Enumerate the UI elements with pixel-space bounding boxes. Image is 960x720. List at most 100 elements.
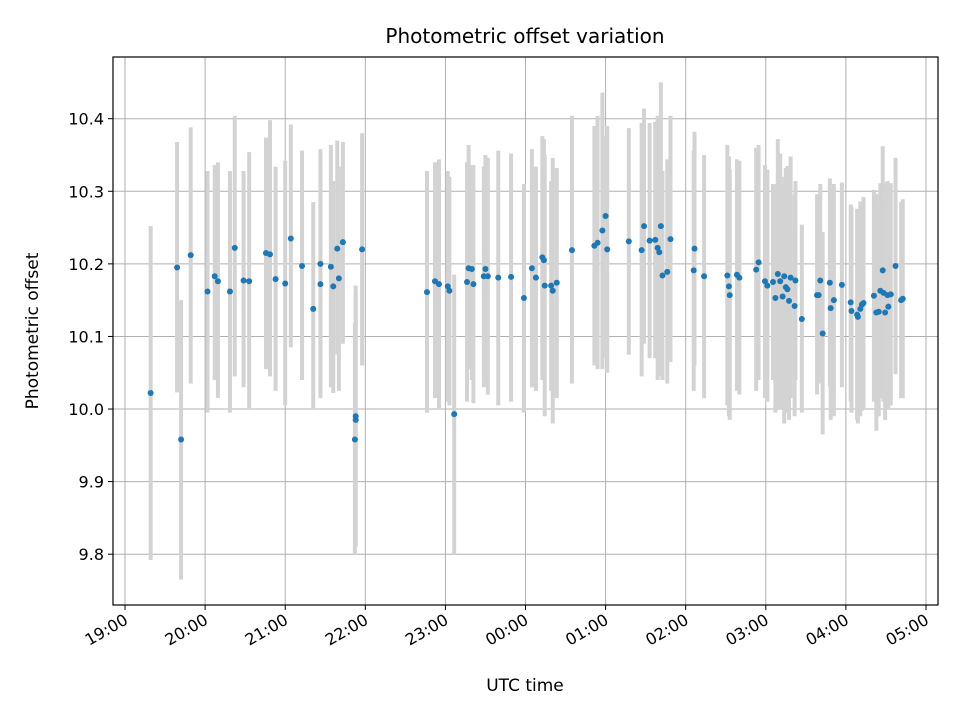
- data-point: [652, 236, 659, 243]
- data-point: [540, 257, 547, 264]
- data-point: [798, 316, 805, 323]
- data-point: [594, 239, 601, 246]
- data-point: [885, 303, 892, 310]
- data-point: [770, 279, 776, 286]
- data-point: [892, 263, 899, 270]
- data-point: [211, 273, 218, 280]
- data-point: [266, 251, 273, 258]
- data-point: [495, 274, 502, 281]
- data-point: [819, 330, 826, 337]
- y-tick-label: 10.1: [68, 327, 104, 346]
- data-point: [520, 294, 527, 301]
- y-tick-label: 10.2: [68, 255, 104, 274]
- data-point: [736, 274, 743, 281]
- data-point: [882, 309, 889, 316]
- data-point: [784, 286, 791, 293]
- data-point: [667, 236, 674, 243]
- data-point: [464, 279, 471, 286]
- data-point: [568, 247, 575, 254]
- y-tick-label: 9.9: [79, 473, 104, 492]
- data-point: [690, 267, 697, 274]
- y-tick-label: 10.3: [68, 182, 104, 201]
- data-point: [468, 265, 475, 272]
- data-point: [827, 305, 834, 312]
- data-point: [899, 295, 906, 302]
- data-point: [174, 264, 181, 271]
- data-point: [602, 212, 609, 219]
- data-point: [787, 274, 794, 281]
- data-point: [701, 273, 708, 280]
- data-point: [664, 268, 671, 275]
- data-point: [599, 227, 606, 234]
- data-point: [178, 436, 185, 443]
- data-point: [847, 299, 854, 306]
- y-axis: 9.8 9.9 10.0 10.1 10.2 10.3 10.4: [68, 110, 113, 564]
- data-point: [879, 267, 886, 274]
- data-point: [299, 263, 306, 270]
- data-point: [774, 271, 781, 278]
- data-point: [659, 272, 666, 279]
- y-tick-label: 9.8: [79, 545, 104, 564]
- data-point: [604, 246, 611, 253]
- data-point: [339, 239, 346, 246]
- data-point: [226, 288, 233, 295]
- data-point: [646, 237, 653, 244]
- data-point: [335, 275, 342, 282]
- data-point: [830, 297, 837, 304]
- data-point: [317, 260, 324, 267]
- data-point: [753, 266, 760, 273]
- chart-title: Photometric offset variation: [385, 24, 664, 48]
- data-point: [541, 282, 548, 289]
- data-point: [470, 281, 477, 288]
- x-axis-label: UTC time: [486, 676, 564, 696]
- data-point: [724, 272, 731, 279]
- data-point: [282, 280, 289, 287]
- data-point: [887, 291, 894, 298]
- data-point: [446, 287, 453, 294]
- data-point: [287, 235, 294, 242]
- data-point: [352, 413, 359, 420]
- data-point: [848, 308, 855, 315]
- data-point: [528, 265, 535, 272]
- data-point: [638, 247, 645, 254]
- data-point: [204, 288, 211, 295]
- data-point: [231, 244, 238, 251]
- data-point: [764, 282, 771, 289]
- data-point: [435, 281, 442, 288]
- data-point: [777, 278, 784, 285]
- data-point: [334, 245, 341, 252]
- data-point: [246, 278, 253, 285]
- data-point: [484, 273, 491, 280]
- data-point: [657, 223, 664, 230]
- data-point: [214, 278, 221, 285]
- data-point: [508, 273, 515, 280]
- y-axis-label: Photometric offset: [23, 252, 43, 409]
- data-point: [327, 263, 334, 270]
- y-tick-label: 10.4: [68, 110, 104, 129]
- data-point: [815, 292, 822, 299]
- y-tick-label: 10.0: [68, 400, 104, 419]
- data-point: [779, 293, 786, 300]
- data-point: [817, 277, 824, 284]
- data-point: [549, 287, 556, 294]
- data-point: [548, 282, 555, 289]
- data-point: [860, 300, 867, 307]
- data-point: [240, 277, 247, 284]
- data-point: [147, 390, 154, 397]
- data-point: [781, 273, 788, 280]
- data-point: [187, 252, 194, 259]
- data-point: [310, 305, 317, 312]
- data-point: [792, 277, 799, 284]
- data-point: [786, 297, 793, 304]
- data-point: [641, 223, 648, 230]
- data-point: [272, 276, 279, 283]
- data-point: [451, 411, 458, 418]
- data-point: [875, 308, 882, 315]
- data-point: [532, 274, 539, 281]
- data-point: [838, 281, 845, 288]
- data-point: [351, 436, 358, 443]
- data-point: [725, 283, 732, 290]
- data-point: [625, 238, 632, 245]
- data-point: [826, 279, 833, 286]
